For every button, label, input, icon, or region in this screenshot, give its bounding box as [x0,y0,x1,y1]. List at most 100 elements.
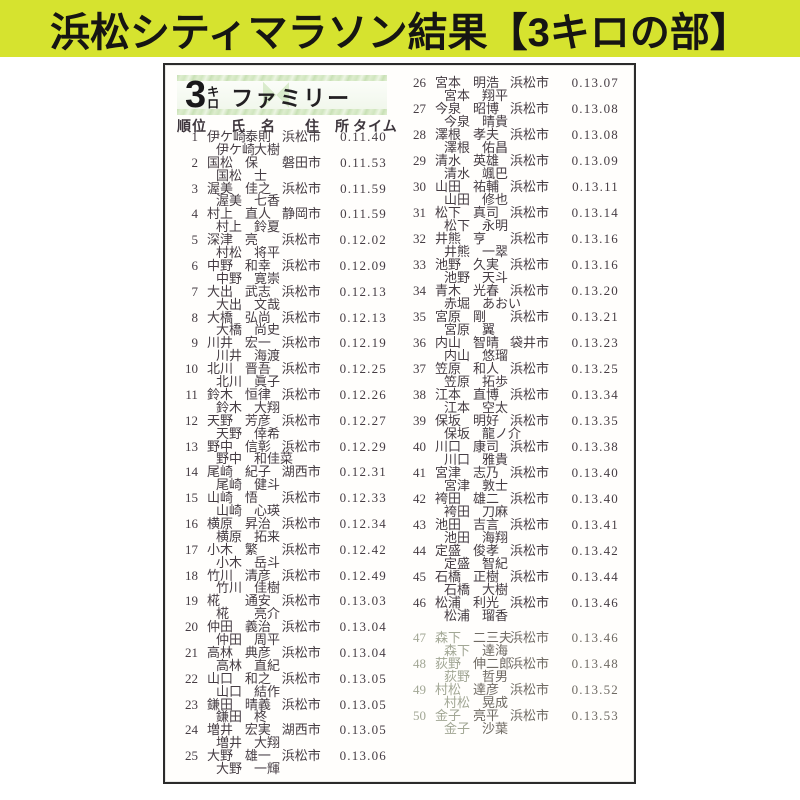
city-cell: 浜松市 [510,387,550,402]
result-line-primary: 10 北川 晋吾 浜松市 0.12.25 [177,361,387,377]
city-cell: 浜松市 [281,670,321,686]
rank-cell: 6 [191,257,198,273]
family-name-2: 伊ケ崎 [216,141,256,157]
family-name-1: 深津 [206,232,233,248]
rank-cell: 40 [413,439,426,454]
given-name-2: 寛崇 [254,270,281,286]
city-cell: 浜松市 [281,593,321,609]
family-name-2: 松下 [444,217,471,233]
result-row: 28 澤根 孝夫 浜松市 0.13.08 澤根 佑昌 [405,127,619,155]
family-name-2: 尾崎 [216,477,243,493]
result-row: 44 定盛 俊孝 浜松市 0.13.42 定盛 智紀 [405,543,619,571]
result-line-primary: 1 伊ケ崎 泰則 浜松市 0.11.40 [177,129,387,144]
result-line-primary: 33 池野 久実 浜松市 0.13.16 [405,257,619,272]
page-title: 浜松シティマラソン結果【3キロの部】 [50,10,750,55]
family-name-1: 澤根 [435,127,462,142]
result-line-secondary: 江本 空太 [405,401,619,415]
result-row: 2 国松保磐田市 0.11.53 国松士 [177,156,387,183]
result-row: 38 江本 直博 浜松市 0.13.34 江本 空太 [405,387,619,415]
city-cell: 浜松市 [281,257,321,273]
result-line-secondary: 定盛 智紀 [405,555,619,571]
family-name-2: 池田 [444,529,471,545]
time-cell: 0.12.31 [339,464,387,480]
rank-cell: 42 [413,491,426,506]
given-name-2: 眞子 [254,374,281,390]
time-cell: 0.13.40 [571,491,619,506]
result-line-secondary: 増井 大翔 [177,736,387,750]
given-name-1: 昇治 [244,515,271,531]
results-rows-right: 26 宮本 明浩 浜松市 0.13.07 宮本 翔平 27 今泉 昭博 浜松市 0.13.08 今泉 晴貴… [405,76,619,736]
given-name-1: 正樹 [473,569,500,584]
rank-cell: 10 [184,361,198,377]
family-name-2: 村松 [444,694,471,710]
rank-cell: 16 [184,515,198,531]
city-cell: 浜松市 [510,205,550,220]
result-row: 8 大橋 弘尚 浜松市 0.12.13 大橋 尚史 [177,311,387,338]
family-name-2: 野中 [216,451,243,467]
result-line-primary: 14 尾崎 紀子 湖西市 0.12.31 [177,464,387,480]
result-line-secondary: 山口 結作 [177,685,387,699]
given-name-1: 志乃 [473,465,500,480]
city-cell: 袋井市 [510,335,550,350]
result-line-secondary: 伊ケ崎 大樹 [177,141,387,157]
family-name-2: 大出 [216,296,243,312]
family-name-1: 池田 [435,517,462,532]
time-cell: 0.12.26 [339,386,387,402]
family-name-1: 伊ケ崎 [207,129,247,144]
given-name-2: 智紀 [482,555,509,571]
given-name-1: 和之 [244,670,271,686]
family-name-2: 宮津 [444,477,471,493]
time-cell: 0.12.42 [339,541,387,557]
given-name-2: 佑昌 [482,139,509,155]
family-name-2: 森下 [444,642,471,658]
given-name-1: 和人 [473,361,500,376]
city-cell: 湖西市 [281,722,321,738]
result-row: 17 小木繁浜松市 0.12.42 小木 岳斗 [177,541,387,570]
given-name-2: 亮介 [254,606,281,622]
family-name-2: 村上 [216,219,243,235]
result-row: 30 山田 祐輔 浜松市 0.13.11 山田 修也 [405,179,619,207]
rank-cell: 21 [184,644,198,660]
given-name-2: 一輝 [254,761,281,777]
city-cell: 浜松市 [281,361,321,377]
family-name-1: 仲田 [206,619,233,635]
result-line-primary: 21 高林 典彦 浜松市 0.13.04 [177,644,387,660]
result-line-primary: 49 村松 達彦 浜松市 0.13.52 [405,682,619,697]
family-name-1: 宮津 [435,465,462,480]
family-name-1: 小木 [206,541,233,557]
family-name-1: 川口 [435,439,462,454]
family-name-1: 荻野 [435,656,462,671]
results-column-right: 26 宮本 明浩 浜松市 0.13.07 宮本 翔平 27 今泉 昭博 浜松市 0.13.08 今泉 晴貴… [405,76,619,736]
given-name-1: 久実 [473,257,500,272]
result-row: 12 天野 芳彦 浜松市 0.12.27 天野 倖希 [177,414,387,441]
given-name-1: 達彦 [473,682,500,697]
result-line-primary: 48 荻野 伸二郎 浜松市 0.13.48 [405,656,619,671]
family-name-2: 高林 [216,657,243,673]
header-address: 住 所 [305,120,350,135]
family-name-2: 横原 [216,528,243,544]
result-line-secondary: 尾崎 健斗 [177,477,387,493]
family-name-1: 松下 [435,205,462,220]
given-name-1: 俊孝 [473,543,500,558]
family-name-2: 宮本 [444,87,471,103]
time-cell: 0.12.09 [339,257,387,273]
family-name-1: 井熊 [435,231,462,246]
family-name-2: 宮原 [444,321,471,337]
city-cell: 浜松市 [281,567,321,583]
given-name-1: 吉言 [473,517,500,532]
given-name-2: 敦士 [482,477,509,493]
given-name-1: 恒律 [244,386,271,402]
result-row: 26 宮本 明浩 浜松市 0.13.07 宮本 翔平 [405,76,619,103]
given-name-1: 宏実 [244,722,271,738]
result-row: 4 村上 直人 静岡市 0.11.59 村上 鈴夏 [177,207,387,235]
result-line-primary: 17 小木繁 浜松市 0.12.42 [177,541,387,557]
result-line-primary: 7 大出 武志 浜松市 0.12.13 [177,285,387,299]
time-cell: 0.13.16 [571,257,619,272]
family-name-2: 赤堀 [444,295,471,311]
given-name-1: 祐輔 [473,179,500,194]
family-name-2: 井熊 [444,243,471,259]
result-line-primary: 5 深津亮 浜松市 0.12.02 [177,232,387,248]
given-name-1: 和幸 [244,257,271,273]
given-name-1: 光春 [473,283,500,298]
family-name-1: 山口 [206,670,233,686]
